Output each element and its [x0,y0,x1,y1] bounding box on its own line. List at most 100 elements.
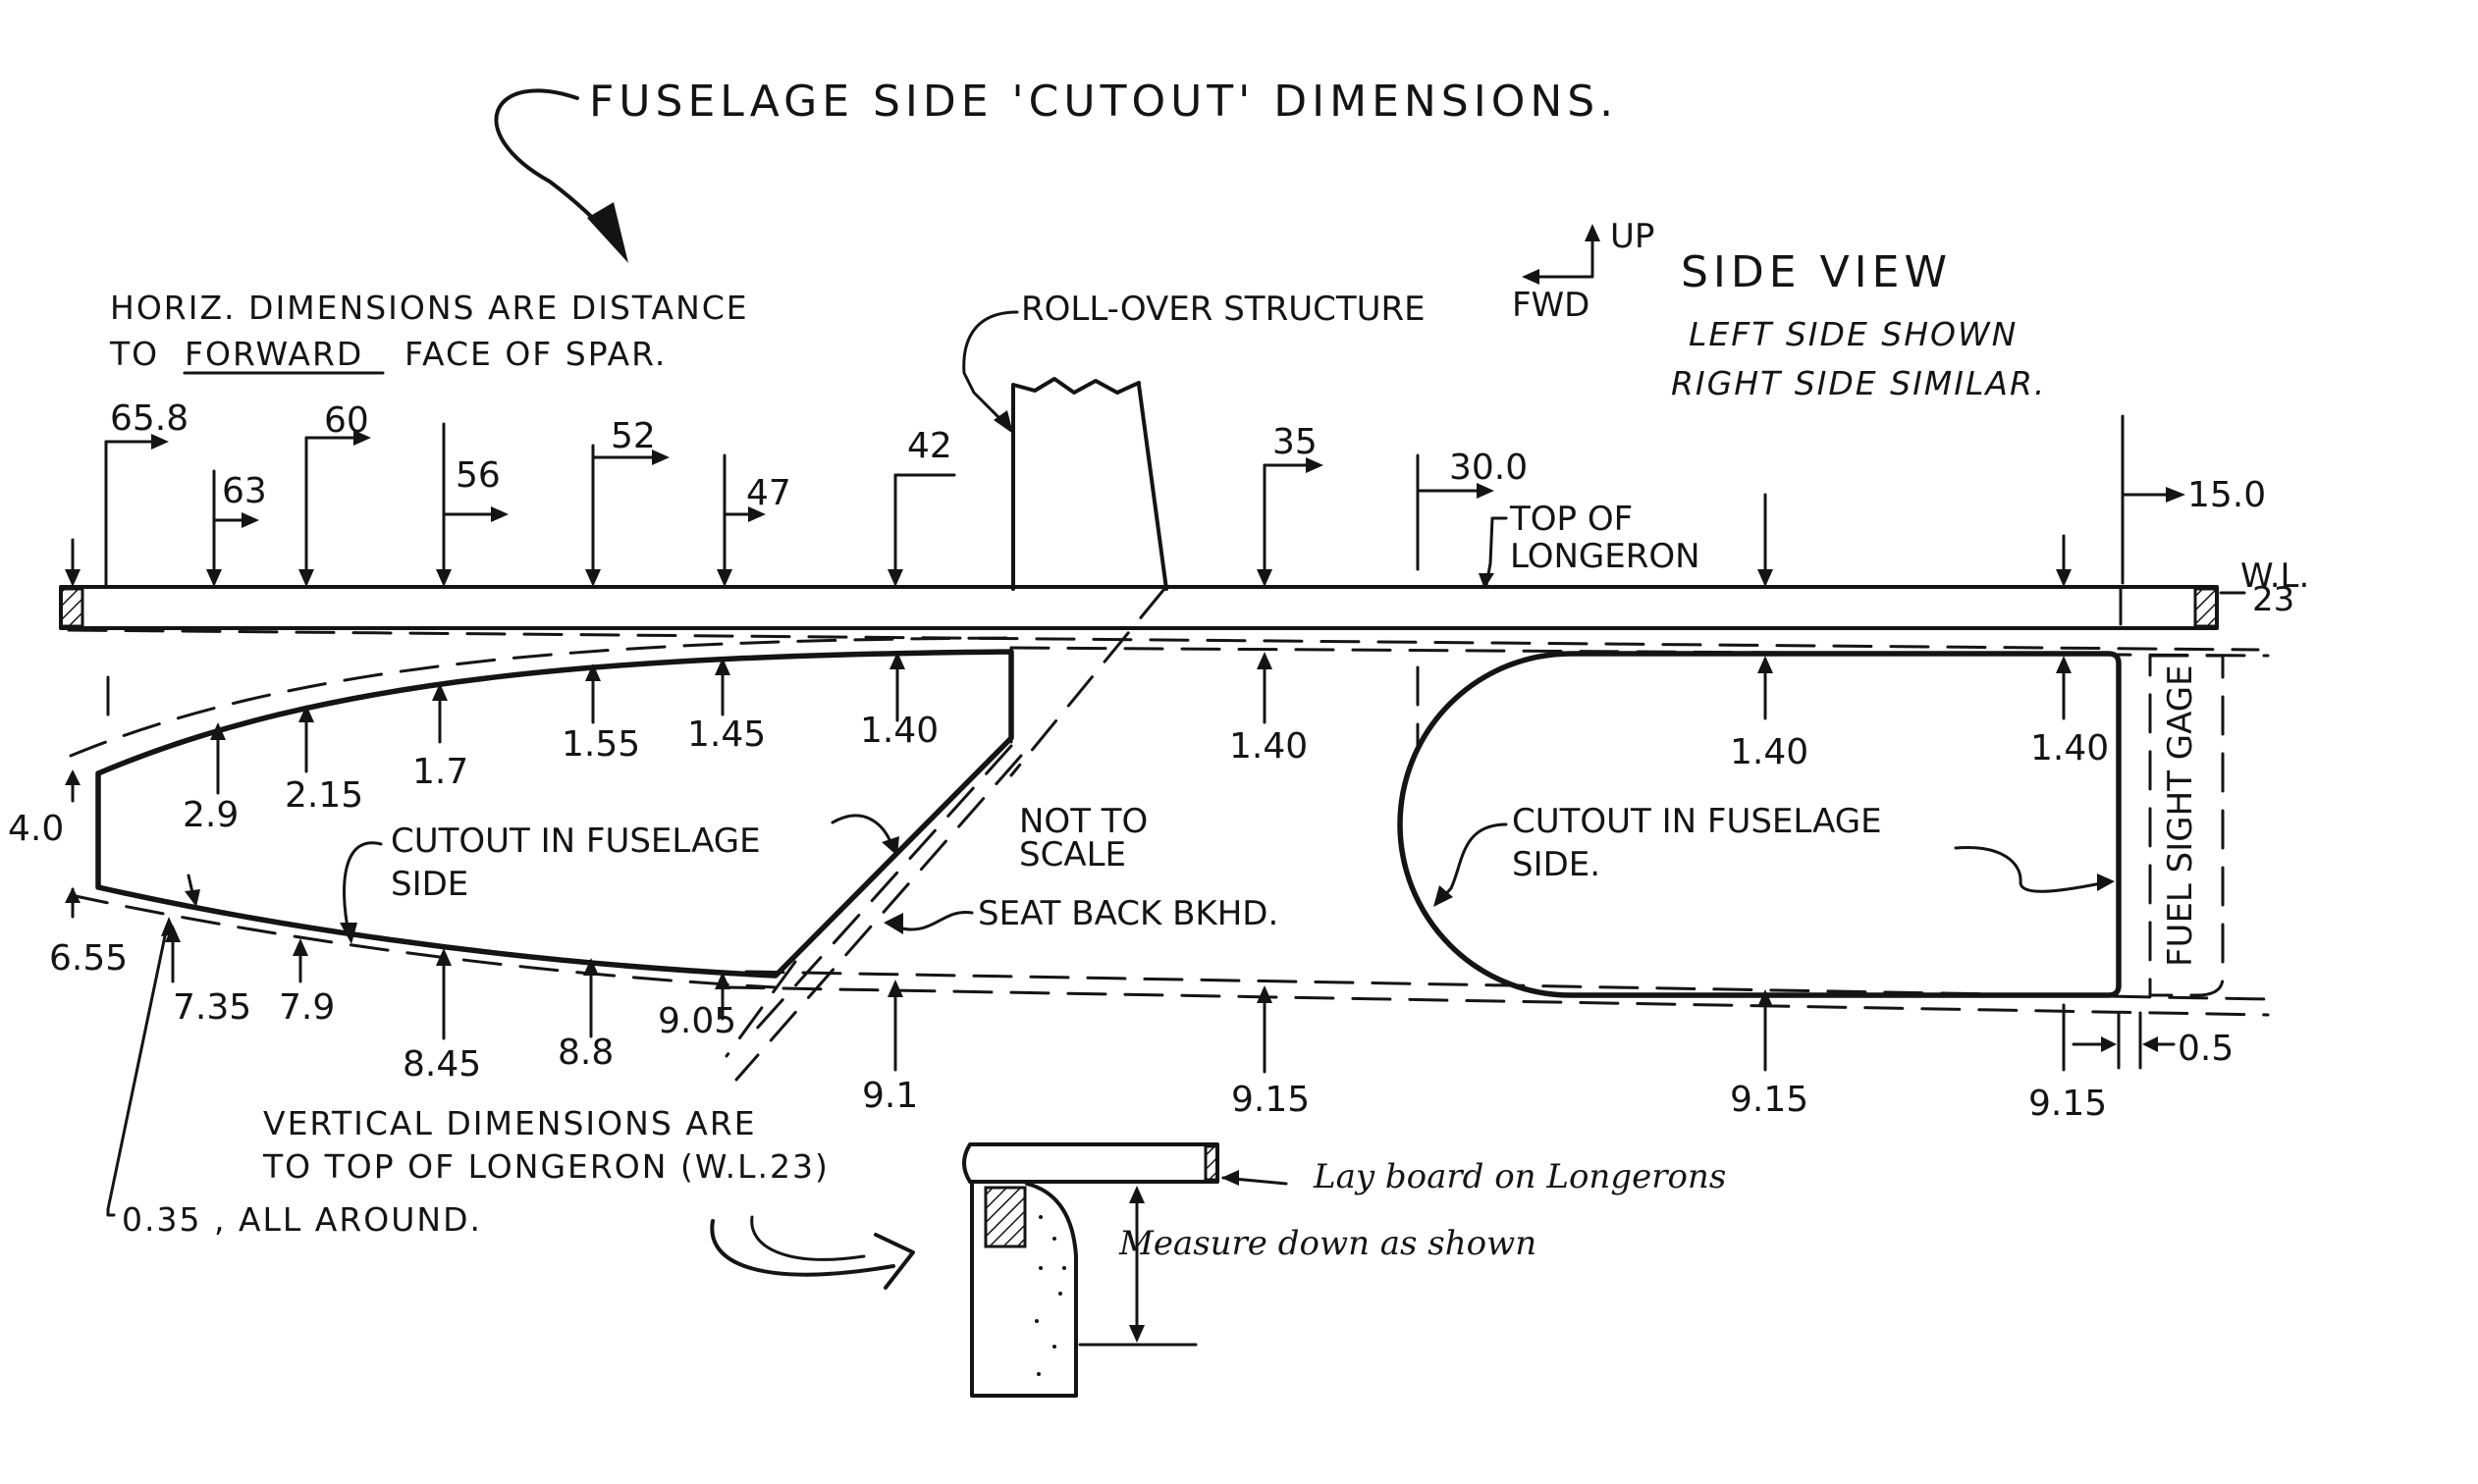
forward-cutout-offset-bottom [69,893,778,989]
cutout-left-leader [343,841,383,934]
ldim-8-45: 8.45 [403,1044,481,1085]
cutout-left-label-2: SIDE [391,865,468,904]
detail-board [962,1142,1219,1184]
top-of-label: TOP OF [1509,500,1633,539]
udim-1-40-d: 1.40 [2030,728,2109,768]
cutout-right-label-2: SIDE. [1512,845,1600,884]
horiz-note-forward: FORWARD [185,335,363,373]
up-label: UP [1610,217,1654,256]
top-of-longeron-arrowhead [1479,573,1494,589]
fwd-label: FWD [1512,286,1589,325]
horiz-note-line1: HORIZ. DIMENSIONS ARE DISTANCE [110,289,749,327]
seat-back-hidden-1 [744,744,1013,1042]
hdim-30-0: 30.0 [1449,448,1528,488]
orientation-axes [1530,232,1594,279]
fuel-sight-gage-label: FUEL SIGHT GAGE [2161,664,2200,967]
horiz-note-line2-post: FACE OF SPAR. [404,335,667,373]
udim-1-40-a: 1.40 [860,711,939,751]
longeron-strip [59,585,2219,630]
udim-1-40-b: 1.40 [1229,726,1308,767]
left-side-shown: LEFT SIDE SHOWN [1689,315,2018,353]
horiz-note-line2-pre: TO [109,335,159,373]
lay-board-arrowhead [1221,1170,1239,1186]
ldim-6-55: 6.55 [49,938,128,979]
cutout-right-arrowhead [1433,885,1453,907]
udim-1-40-c: 1.40 [1730,732,1808,772]
longeron-label: LONGERON [1510,537,1700,576]
fwd-arrowhead [1522,269,1539,285]
wl-label: W.L. [2240,556,2309,596]
dashed-line-lower-b [725,985,2270,1017]
cutout-right-label-1: CUTOUT IN FUSELAGE [1512,802,1882,841]
all-around-note: 0.35 , ALL AROUND. [122,1200,482,1239]
detail-arrowhead [874,1233,915,1290]
dashed-line-upper-a [67,628,2260,652]
hdim-42: 42 [907,426,952,466]
rollover-hidden-line [1009,587,1166,777]
cutout-right-leader [1441,822,1508,899]
vertical-note-line1: VERTICAL DIMENSIONS ARE [263,1104,757,1142]
fuel-sight-gage-outline [2148,654,2225,997]
cutout-left-arrowhead-2 [882,836,899,856]
udim-4-0: 4.0 [8,809,64,849]
rollover-arrowhead [994,410,1013,434]
detail-stipple [1035,1215,1066,1376]
title-arrowhead [587,202,628,263]
up-arrowhead [1585,224,1600,241]
cutout-right-leader-2 [1954,845,2103,893]
ldim-7-9: 7.9 [279,987,335,1028]
hdim-15-0: 15.0 [2187,475,2266,515]
lower-dimension-markers [65,874,2176,1074]
cutout-right-arrowhead-2 [2097,874,2115,891]
hdim-63: 63 [222,471,267,511]
cutout-left-label-1: CUTOUT IN FUSELAGE [391,822,761,861]
detail-curved-arrow [710,1219,895,1277]
cutout-left-arrowhead [340,923,357,944]
forward-cutout-offset-top [69,636,1011,758]
seat-back-leader [896,910,974,931]
udim-1-55: 1.55 [562,724,640,765]
ldim-8-8: 8.8 [558,1033,614,1073]
longeron-end-right [2193,587,2219,628]
detail-board-end [1204,1144,1219,1182]
all-around-arrowhead [161,917,177,936]
seat-back-hidden-2 [734,754,1023,1082]
wl-value: 23 [2252,580,2294,619]
scale-label: SCALE [1019,835,1126,874]
hdim-35: 35 [1272,422,1318,462]
hdim-56: 56 [456,455,501,496]
right-side-similar: RIGHT SIDE SIMILAR. [1671,364,2046,402]
detail-longeron-section [984,1186,1027,1248]
ldim-9-15-b: 9.15 [1730,1080,1808,1120]
detail-measure-arrow-top [1129,1186,1145,1203]
vertical-note-line2: TO TOP OF LONGERON (W.L.23) [262,1147,830,1186]
drawing-title: FUSELAGE SIDE 'CUTOUT' DIMENSIONS. [589,77,1618,127]
ldim-9-15-a: 9.15 [1231,1080,1310,1120]
ldim-9-15-c: 9.15 [2028,1084,2107,1124]
seat-back-hidden-3 [725,960,797,1058]
measure-down-note: Measure down as shown [1118,1224,1536,1263]
lay-board-note: Lay board on Longerons [1313,1157,1726,1196]
gap-dim-0-5: 0.5 [2178,1029,2234,1069]
rollover-rear-edge [1137,383,1168,591]
side-view-label: SIDE VIEW [1681,247,1952,297]
udim-2-9: 2.9 [183,795,239,835]
rollover-label: ROLL-OVER STRUCTURE [1021,290,1426,329]
udim-2-15: 2.15 [285,775,363,816]
horizontal-dimension-markers [65,414,2185,587]
detail-curved-arrow-inner [750,1215,866,1261]
cutout-left-leader-2 [831,814,893,846]
longeron-end-left [59,587,84,628]
seat-back-label: SEAT BACK BKHD. [978,894,1278,933]
hdim-60: 60 [324,400,369,441]
upper-dimension-markers [65,652,2072,803]
seat-back-arrowhead [884,913,903,934]
hdim-47: 47 [746,473,791,513]
ldim-7-35: 7.35 [173,987,251,1028]
udim-1-7: 1.7 [412,752,468,792]
udim-1-45: 1.45 [687,715,766,755]
hdim-65-8: 65.8 [110,398,189,439]
ldim-9-05: 9.05 [658,1001,736,1041]
